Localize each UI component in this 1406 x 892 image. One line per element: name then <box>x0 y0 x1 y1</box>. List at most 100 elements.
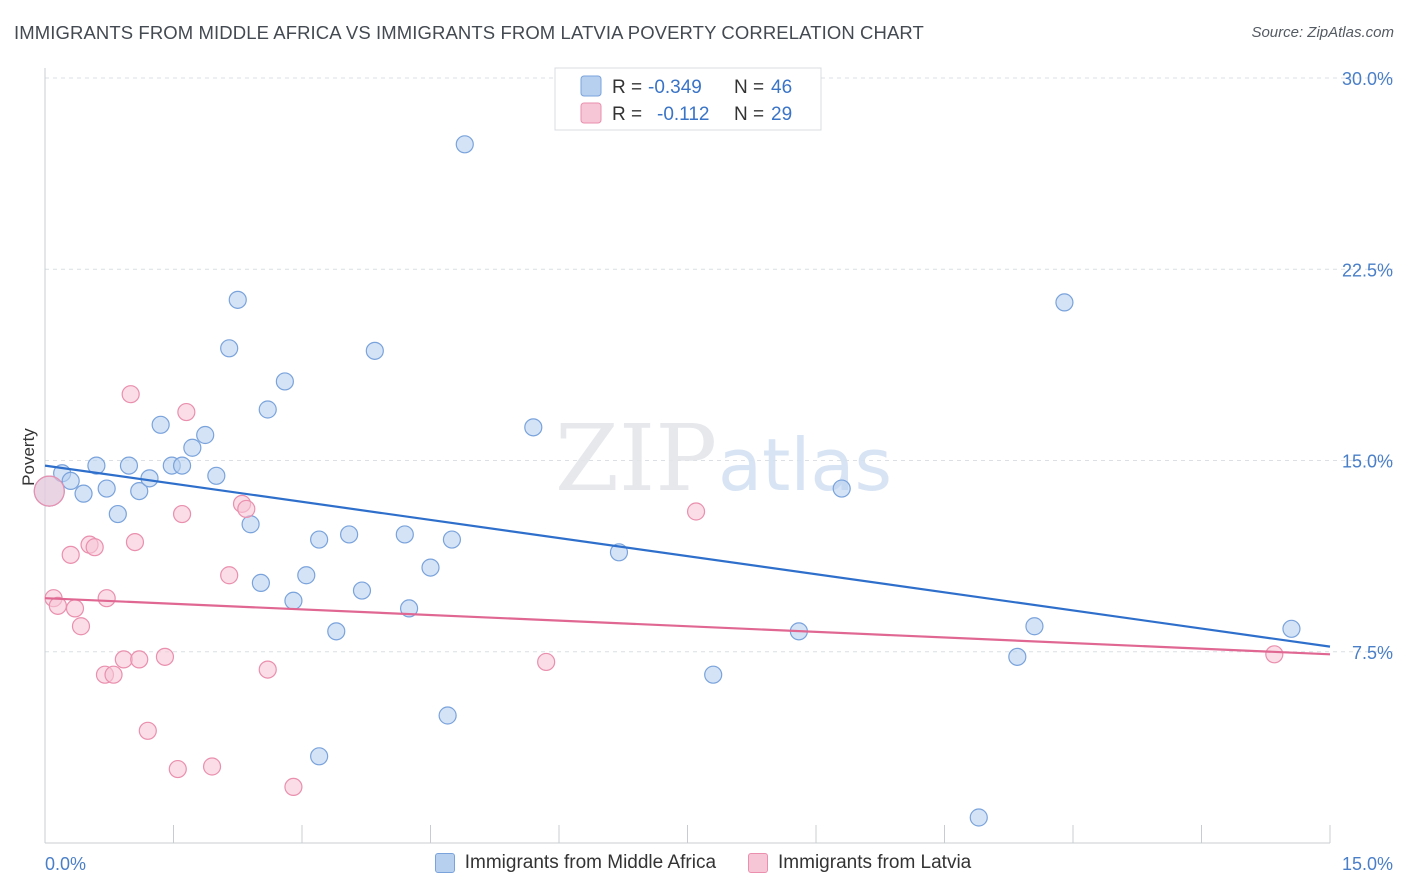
point-latvia <box>155 647 175 666</box>
legend-r-value-blue: -0.349 <box>648 77 702 98</box>
point-middle-africa <box>172 456 192 475</box>
point-middle-africa <box>455 135 474 154</box>
point-middle-africa <box>297 566 316 585</box>
point-latvia <box>1265 645 1284 664</box>
point-latvia <box>114 650 133 669</box>
point-latvia <box>65 599 85 618</box>
legend-item-latvia: Immigrants from Latvia <box>748 852 971 874</box>
correlation-legend: R = -0.349 N = 46 R = -0.112 N = 29 <box>554 67 822 131</box>
point-latvia <box>168 759 187 779</box>
point-latvia <box>237 499 256 519</box>
point-middle-africa <box>275 372 294 391</box>
legend-n-label-pink: N = <box>734 104 764 125</box>
point-middle-africa <box>183 438 202 457</box>
source-credit: Source: ZipAtlas.com <box>1251 24 1394 41</box>
point-latvia <box>121 385 140 404</box>
legend-swatch-middle-africa <box>434 853 455 873</box>
point-middle-africa <box>524 418 543 437</box>
point-latvia <box>125 532 145 552</box>
legend-label-middle-africa: Immigrants from Middle Africa <box>464 852 717 873</box>
series-legend: Immigrants from Middle Africa Immigrants… <box>0 852 1406 874</box>
legend-label-latvia: Immigrants from Latvia <box>778 852 972 873</box>
point-middle-africa <box>61 471 80 490</box>
point-latvia <box>33 475 65 507</box>
point-latvia <box>258 660 277 679</box>
point-latvia <box>85 538 104 557</box>
point-middle-africa <box>352 581 372 600</box>
grid-lines <box>45 77 1393 653</box>
x-tick-label-min: 0.0% <box>45 854 86 874</box>
watermark-zip: ZIP <box>555 405 717 512</box>
point-latvia <box>172 504 192 524</box>
y-tick-label: 7.5% <box>1352 643 1393 663</box>
point-middle-africa <box>442 530 462 549</box>
point-latvia <box>220 566 239 585</box>
legend-n-value-pink: 29 <box>771 104 792 125</box>
point-middle-africa <box>284 591 303 610</box>
point-middle-africa <box>207 466 226 485</box>
point-middle-africa <box>130 482 149 501</box>
series-latvia-points <box>33 385 1284 797</box>
point-latvia <box>284 777 303 797</box>
point-middle-africa <box>151 415 170 434</box>
trend-line-middle-africa <box>44 464 1331 648</box>
point-middle-africa <box>438 706 457 725</box>
point-middle-africa <box>340 525 359 544</box>
trend-line-latvia <box>44 597 1331 656</box>
point-middle-africa <box>196 425 215 445</box>
point-middle-africa <box>1008 647 1027 666</box>
legend-n-value-blue: 46 <box>771 77 792 98</box>
point-middle-africa <box>241 515 260 534</box>
point-latvia <box>130 650 149 669</box>
point-middle-africa <box>704 665 723 684</box>
point-middle-africa <box>140 469 159 488</box>
point-latvia <box>61 545 80 564</box>
legend-swatch-pink <box>580 102 602 124</box>
point-middle-africa <box>1055 293 1074 312</box>
point-middle-africa <box>1282 619 1301 638</box>
point-latvia <box>177 402 196 422</box>
point-latvia <box>71 617 91 636</box>
point-latvia <box>104 665 123 684</box>
point-latvia <box>202 757 222 776</box>
point-middle-africa <box>365 341 384 360</box>
y-axis-tick-labels: 7.5% 15.0% 22.5% 30.0% <box>1342 69 1393 663</box>
y-tick-label: 30.0% <box>1342 69 1393 89</box>
point-middle-africa <box>220 339 239 358</box>
y-tick-label: 15.0% <box>1342 452 1393 472</box>
point-middle-africa <box>399 599 419 618</box>
legend-item-middle-africa: Immigrants from Middle Africa <box>434 852 717 874</box>
point-middle-africa <box>258 400 277 419</box>
legend-swatch-latvia <box>748 853 769 873</box>
y-axis-label: Poverty <box>19 428 38 486</box>
chart-title: IMMIGRANTS FROM MIDDLE AFRICA VS IMMIGRA… <box>14 22 924 43</box>
point-middle-africa <box>74 484 93 503</box>
point-middle-africa <box>97 479 116 498</box>
x-tick-label-max: 15.0% <box>1342 854 1393 874</box>
watermark: ZIP atlas <box>555 405 892 512</box>
x-axis-ticks <box>44 825 1331 843</box>
point-latvia <box>138 721 157 740</box>
point-middle-africa <box>310 530 329 549</box>
watermark-atlas: atlas <box>718 423 892 507</box>
point-latvia <box>537 652 556 672</box>
point-middle-africa <box>119 456 139 475</box>
point-middle-africa <box>1025 617 1044 636</box>
legend-r-value-pink: -0.112 <box>657 104 709 125</box>
point-latvia <box>686 502 706 521</box>
legend-n-label-blue: N = <box>734 77 764 98</box>
point-latvia <box>97 589 116 608</box>
legend-r-label-pink: R = <box>612 104 642 125</box>
point-middle-africa <box>310 747 329 766</box>
point-middle-africa <box>228 290 247 309</box>
point-middle-africa <box>251 573 270 593</box>
point-middle-africa <box>87 456 106 475</box>
point-middle-africa <box>108 504 127 524</box>
point-middle-africa <box>832 479 851 498</box>
legend-swatch-blue <box>580 75 602 97</box>
y-tick-label: 22.5% <box>1342 260 1393 280</box>
point-middle-africa <box>395 525 414 544</box>
point-middle-africa <box>327 622 346 641</box>
legend-r-label-blue: R = <box>612 77 642 98</box>
